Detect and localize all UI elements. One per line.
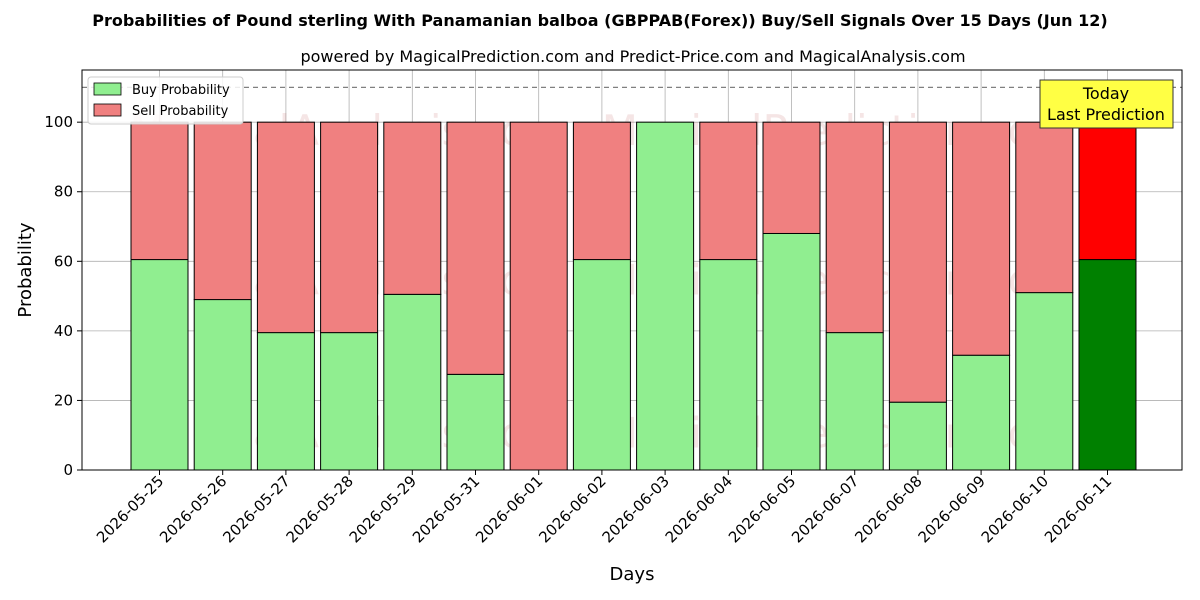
sell-bar bbox=[572, 121, 631, 261]
sell-bar bbox=[446, 121, 505, 375]
buy-bar bbox=[320, 332, 379, 471]
x-tick-label: 2026-06-04 bbox=[662, 472, 736, 546]
x-tick-label: 2026-05-25 bbox=[93, 472, 167, 546]
x-tick-label: 2026-05-29 bbox=[346, 472, 420, 546]
annotation-line-2: Last Prediction bbox=[1047, 105, 1165, 124]
sell-bar bbox=[888, 121, 947, 403]
buy-bar bbox=[193, 299, 252, 471]
buy-bar bbox=[762, 232, 821, 471]
y-tick-label: 80 bbox=[54, 183, 73, 201]
x-tick-label: 2026-06-11 bbox=[1041, 472, 1115, 546]
buy-bar bbox=[130, 259, 189, 471]
buy-bar bbox=[1078, 259, 1137, 471]
plot-frame bbox=[81, 69, 1183, 471]
x-tick-label: 2026-05-28 bbox=[283, 472, 357, 546]
chart-subtitle: powered by MagicalPrediction.com and Pre… bbox=[300, 47, 965, 66]
sell-bar bbox=[1015, 121, 1074, 294]
x-tick-label: 2026-06-08 bbox=[851, 472, 925, 546]
x-tick-label: 2026-06-05 bbox=[725, 472, 799, 546]
x-tick-label: 2026-05-31 bbox=[409, 472, 483, 546]
buy-bar bbox=[446, 373, 505, 471]
legend-label-buy: Buy Probability bbox=[132, 83, 230, 98]
legend-swatch-sell bbox=[93, 103, 122, 117]
buy-bar bbox=[256, 332, 315, 471]
legend-box bbox=[87, 76, 244, 125]
buy-bar bbox=[636, 121, 695, 471]
x-tick-label: 2026-06-10 bbox=[978, 472, 1052, 546]
buy-bar bbox=[699, 259, 758, 471]
buy-bar bbox=[952, 354, 1011, 471]
x-axis-label: Days bbox=[610, 564, 655, 585]
legend-swatch-buy bbox=[93, 82, 122, 96]
x-tick-label: 2026-06-07 bbox=[788, 472, 862, 546]
sell-bar bbox=[193, 121, 252, 301]
legend-label-sell: Sell Probability bbox=[132, 104, 229, 119]
annotation-line-1: Today bbox=[1082, 84, 1129, 103]
sell-bar bbox=[383, 121, 442, 295]
annotation-box bbox=[1039, 79, 1174, 129]
x-tick-label: 2026-06-01 bbox=[472, 472, 546, 546]
x-tick-label: 2026-06-09 bbox=[915, 472, 989, 546]
sell-bar bbox=[509, 121, 568, 471]
y-tick-label: 60 bbox=[54, 252, 73, 270]
y-axis-label: Probability bbox=[15, 222, 36, 317]
x-tick-label: 2026-05-27 bbox=[219, 472, 293, 546]
buy-bar bbox=[572, 259, 631, 471]
plot-area: MagicalAnalysis.comMagicalPrediction.com… bbox=[15, 69, 1183, 585]
sell-bar bbox=[762, 121, 821, 234]
buy-bar bbox=[1015, 292, 1074, 471]
sell-bar bbox=[952, 121, 1011, 356]
sell-bar bbox=[825, 121, 884, 334]
y-tick-label: 20 bbox=[54, 391, 73, 409]
chart-title: Probabilities of Pound sterling With Pan… bbox=[92, 11, 1107, 30]
sell-bar bbox=[320, 121, 379, 334]
y-tick-label: 0 bbox=[63, 461, 73, 479]
y-tick-label: 100 bbox=[44, 113, 73, 131]
buy-bar bbox=[383, 293, 442, 471]
sell-bar bbox=[130, 121, 189, 261]
y-tick-label: 40 bbox=[54, 322, 73, 340]
x-tick-label: 2026-06-02 bbox=[535, 472, 609, 546]
x-tick-label: 2026-06-03 bbox=[599, 472, 673, 546]
buy-bar bbox=[888, 401, 947, 471]
sell-bar bbox=[1078, 121, 1137, 261]
sell-bar bbox=[699, 121, 758, 261]
buy-bar bbox=[825, 332, 884, 471]
sell-bar bbox=[256, 121, 315, 334]
x-tick-label: 2026-05-26 bbox=[156, 472, 230, 546]
